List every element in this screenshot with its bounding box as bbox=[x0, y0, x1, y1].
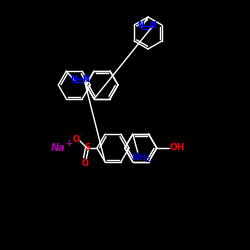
Text: N: N bbox=[70, 75, 77, 84]
Text: S: S bbox=[84, 144, 90, 152]
Text: N: N bbox=[138, 22, 144, 30]
Text: ⁻: ⁻ bbox=[79, 133, 83, 139]
Text: NH: NH bbox=[131, 153, 146, 162]
Text: 2: 2 bbox=[145, 157, 150, 163]
Text: N: N bbox=[82, 75, 89, 84]
Text: O: O bbox=[82, 158, 88, 168]
Text: Na: Na bbox=[50, 143, 66, 153]
Text: O: O bbox=[72, 136, 80, 144]
Text: +: + bbox=[66, 140, 72, 148]
Text: N: N bbox=[150, 22, 156, 30]
Text: OH: OH bbox=[169, 144, 184, 152]
